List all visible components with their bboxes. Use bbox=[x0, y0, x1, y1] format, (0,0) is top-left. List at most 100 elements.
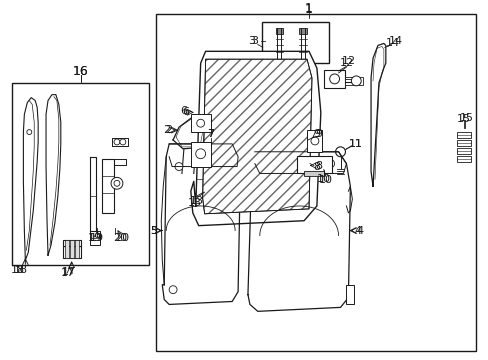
Text: 4: 4 bbox=[354, 226, 361, 235]
Circle shape bbox=[111, 177, 122, 189]
Bar bbox=[456, 140, 469, 146]
Text: 15: 15 bbox=[456, 114, 469, 124]
Circle shape bbox=[351, 76, 361, 86]
Bar bbox=[156, 14, 475, 351]
Bar bbox=[306, 130, 321, 152]
Text: 12: 12 bbox=[341, 56, 355, 66]
Text: 3: 3 bbox=[251, 36, 258, 46]
Text: 15: 15 bbox=[459, 113, 473, 123]
Text: 12: 12 bbox=[339, 58, 353, 68]
Polygon shape bbox=[190, 51, 320, 226]
Bar bbox=[12, 83, 149, 265]
Bar bbox=[64, 240, 68, 258]
Circle shape bbox=[301, 161, 306, 167]
Bar bbox=[345, 77, 363, 85]
Polygon shape bbox=[46, 95, 61, 255]
Bar bbox=[323, 70, 345, 88]
Bar bbox=[90, 230, 100, 246]
Text: 16: 16 bbox=[73, 64, 88, 77]
Circle shape bbox=[27, 130, 32, 135]
Circle shape bbox=[195, 149, 205, 159]
Text: 8: 8 bbox=[315, 161, 322, 171]
Bar bbox=[261, 22, 328, 63]
Circle shape bbox=[260, 159, 268, 167]
Text: 7: 7 bbox=[206, 129, 214, 139]
Text: 18: 18 bbox=[13, 265, 27, 275]
Bar bbox=[69, 240, 74, 258]
Polygon shape bbox=[162, 144, 240, 305]
Bar bbox=[196, 172, 218, 186]
Bar bbox=[190, 142, 210, 167]
Circle shape bbox=[298, 158, 309, 170]
Text: 9: 9 bbox=[315, 129, 322, 139]
Polygon shape bbox=[247, 152, 350, 311]
Polygon shape bbox=[114, 159, 125, 165]
Text: 2: 2 bbox=[163, 125, 169, 135]
Text: 13: 13 bbox=[189, 196, 203, 206]
Circle shape bbox=[120, 139, 125, 145]
Text: 19: 19 bbox=[90, 233, 104, 243]
Text: 16: 16 bbox=[73, 64, 88, 77]
Text: 8: 8 bbox=[313, 162, 320, 172]
Circle shape bbox=[295, 135, 312, 153]
Circle shape bbox=[206, 148, 214, 156]
Text: 11: 11 bbox=[348, 139, 363, 149]
Bar bbox=[456, 132, 469, 138]
Circle shape bbox=[175, 163, 183, 171]
Text: 14: 14 bbox=[388, 36, 402, 46]
Text: 5: 5 bbox=[150, 226, 157, 235]
Polygon shape bbox=[173, 118, 205, 149]
Bar bbox=[102, 159, 114, 213]
Bar bbox=[297, 156, 331, 174]
Text: 7: 7 bbox=[206, 129, 214, 139]
Text: 11: 11 bbox=[348, 139, 363, 149]
Text: 13: 13 bbox=[187, 198, 202, 208]
Text: 1: 1 bbox=[305, 4, 312, 17]
Text: 1: 1 bbox=[305, 3, 312, 15]
Text: 19: 19 bbox=[88, 233, 102, 243]
Text: 4: 4 bbox=[356, 226, 363, 235]
Bar bbox=[190, 114, 210, 132]
Polygon shape bbox=[370, 44, 385, 186]
Bar bbox=[62, 240, 81, 246]
Text: 10: 10 bbox=[316, 174, 330, 184]
Text: 6: 6 bbox=[180, 107, 187, 116]
Text: 9: 9 bbox=[313, 129, 320, 139]
Circle shape bbox=[320, 161, 326, 167]
Text: 18: 18 bbox=[10, 265, 24, 275]
Bar bbox=[456, 148, 469, 154]
Bar bbox=[75, 240, 79, 258]
Text: 20: 20 bbox=[115, 233, 129, 243]
Bar bbox=[62, 246, 81, 258]
Bar bbox=[275, 28, 283, 33]
Circle shape bbox=[169, 286, 177, 294]
Circle shape bbox=[326, 159, 334, 167]
Circle shape bbox=[114, 139, 120, 145]
Circle shape bbox=[317, 158, 329, 170]
Polygon shape bbox=[202, 59, 311, 214]
Text: 10: 10 bbox=[318, 175, 332, 185]
Circle shape bbox=[335, 147, 345, 157]
Polygon shape bbox=[90, 157, 96, 230]
Text: 17: 17 bbox=[61, 268, 75, 278]
Bar bbox=[304, 171, 323, 176]
Text: 2: 2 bbox=[165, 125, 172, 135]
Circle shape bbox=[310, 137, 318, 145]
Text: 14: 14 bbox=[385, 39, 399, 49]
Bar bbox=[299, 28, 306, 33]
Bar bbox=[346, 285, 354, 305]
Circle shape bbox=[221, 163, 229, 171]
Bar bbox=[203, 186, 211, 193]
Text: 5: 5 bbox=[150, 226, 157, 235]
Text: 6: 6 bbox=[182, 107, 189, 117]
Circle shape bbox=[329, 74, 339, 84]
Polygon shape bbox=[23, 98, 38, 260]
Circle shape bbox=[196, 119, 204, 127]
Text: 3: 3 bbox=[248, 36, 255, 46]
Circle shape bbox=[299, 139, 308, 149]
Bar bbox=[456, 156, 469, 162]
Text: 17: 17 bbox=[61, 267, 76, 277]
Text: 20: 20 bbox=[113, 233, 127, 243]
Circle shape bbox=[114, 180, 120, 186]
Circle shape bbox=[202, 144, 218, 159]
